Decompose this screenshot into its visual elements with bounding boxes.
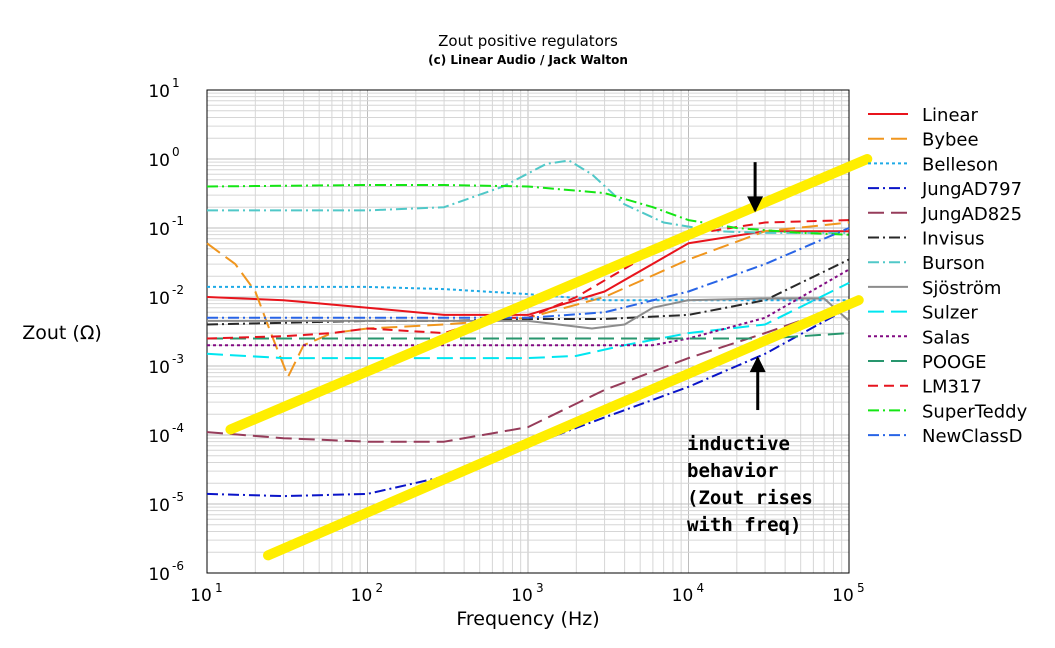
y-tick-label: 10 [148,496,170,516]
y-tick-exponent: -6 [172,559,184,573]
y-tick-label: 10 [148,220,170,240]
arrow-head-1 [749,356,766,373]
series-line-7 [207,297,850,330]
series-line-3 [206,306,850,498]
x-tick-exponent: 4 [697,581,705,595]
legend-item-1: Bybee [868,130,979,151]
plot-frame [206,89,850,574]
y-tick-exponent: -4 [172,421,184,435]
legend-item-13: NewClassD [868,426,1022,447]
annotation-line-2: behavior [687,460,779,482]
trend-line-0 [225,154,873,435]
y-tick-label: 10 [148,565,170,585]
annotation-inductive: inductive behavior (Zout rises with freq… [687,433,813,536]
legend-item-5: Invisus [868,229,985,250]
trend-line-1 [263,295,864,561]
legend-item-7: Sjöström [868,278,1001,299]
x-tick-exponent: 2 [376,581,384,595]
y-tick-exponent: -1 [172,214,184,228]
annotation-line-4: with freq) [687,514,801,536]
series-line-8 [206,282,850,360]
legend-label: JungAD797 [921,179,1022,200]
arrow-head-0 [747,196,764,213]
series-line-1 [206,221,850,378]
legend-item-12: SuperTeddy [868,401,1028,422]
x-tick-exponent: 5 [857,581,865,595]
legend-label: Linear [922,105,979,126]
legend-item-0: Linear [868,105,979,126]
x-axis-label: Frequency (Hz) [456,608,599,630]
legend-label: Belleson [922,154,998,175]
series-line-13 [207,227,850,319]
y-tick-label: 10 [148,427,170,447]
x-tick-label: 10 [511,586,533,606]
y-tick-exponent: -3 [172,352,184,366]
y-tick-label: 10 [148,151,170,171]
legend-item-3: JungAD797 [868,179,1022,200]
y-axis-label: Zout (Ω) [22,322,102,344]
series-line-0 [206,230,849,316]
legend-item-9: Salas [868,327,970,348]
trend-layer [225,154,873,561]
legend-label: Invisus [922,229,985,250]
legend-label: Sjöström [922,278,1001,299]
y-tick-exponent: 0 [172,145,180,159]
annotation-line-3: (Zout rises [687,487,813,509]
arrow-layer [747,162,766,411]
y-tick-exponent: -2 [172,283,184,297]
legend-item-8: Sulzer [868,303,978,324]
series-line-4 [206,302,850,443]
legend-label: Salas [922,327,970,348]
legend-label: SuperTeddy [922,401,1028,422]
annotation-line-1: inductive [687,433,790,455]
chart-title: Zout positive regulators [438,32,618,50]
y-tick-exponent: 1 [172,76,180,90]
series-line-12 [206,184,850,236]
legend-label: Bybee [922,130,979,151]
legend-label: POOGE [922,352,987,373]
x-tick-label: 10 [672,586,694,606]
legend-label: NewClassD [922,426,1022,447]
y-tick-label: 10 [148,358,170,378]
legend-item-11: LM317 [868,377,982,398]
series-layer [206,159,850,498]
legend: Linear Bybee Belleson JungAD797 JungAD825 Inv… [868,105,1028,447]
x-tick-exponent: 3 [536,581,544,595]
legend-label: LM317 [922,377,982,398]
x-tick-label: 10 [351,586,373,606]
y-tick-label: 10 [148,82,170,102]
x-tick-exponent: 1 [215,581,223,595]
series-line-10 [207,332,850,340]
legend-item-2: Belleson [868,154,998,175]
x-tick-label: 10 [190,586,212,606]
legend-item-4: JungAD825 [868,204,1022,225]
legend-label: JungAD825 [921,204,1022,225]
x-tick-label: 10 [832,586,854,606]
legend-label: Burson [922,253,985,274]
tick-layer: 10 1 10 2 10 3 10 4 10 510 -610 -510 -410 -310 -210 -11… [148,76,864,606]
y-tick-exponent: -5 [172,490,184,504]
y-tick-label: 10 [148,289,170,309]
chart-subtitle: (c) Linear Audio / Jack Walton [428,53,628,67]
series-line-9 [207,268,850,347]
legend-label: Sulzer [922,303,978,324]
legend-item-6: Burson [868,253,985,274]
series-line-6 [207,159,849,234]
legend-item-10: POOGE [868,352,987,373]
